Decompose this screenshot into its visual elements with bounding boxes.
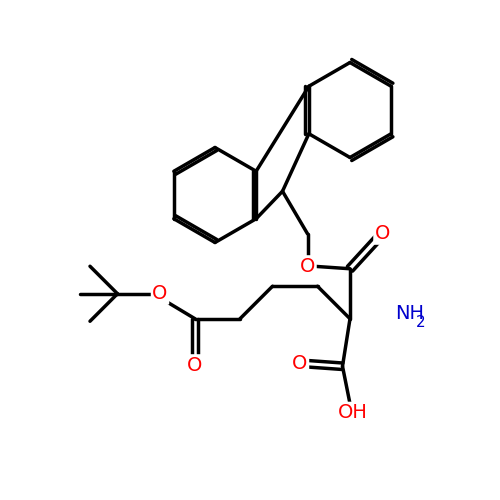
- Text: O: O: [152, 284, 168, 303]
- Text: O: O: [292, 354, 308, 373]
- Text: OH: OH: [338, 403, 368, 422]
- Text: O: O: [188, 356, 202, 375]
- Text: O: O: [300, 257, 315, 276]
- Text: O: O: [375, 224, 390, 244]
- Text: NH: NH: [395, 304, 424, 324]
- Text: 2: 2: [416, 316, 426, 330]
